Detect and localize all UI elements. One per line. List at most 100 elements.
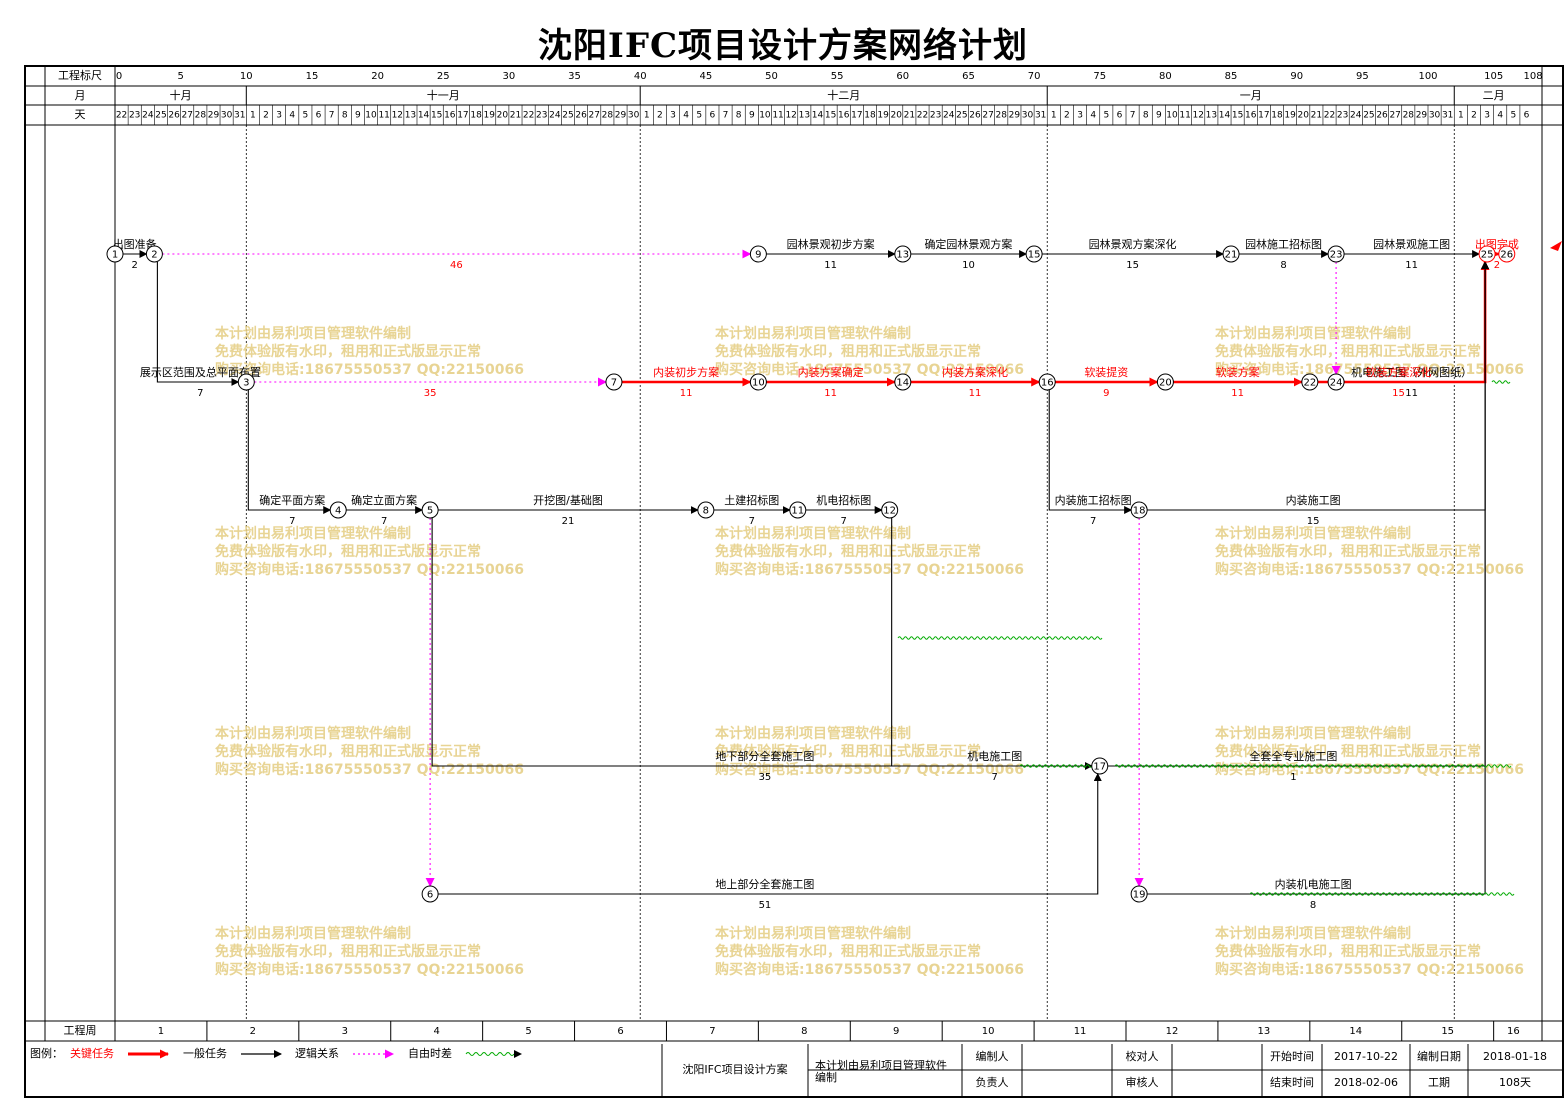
day-cell: 23: [536, 111, 547, 121]
task-arrow-normal: [438, 773, 1102, 895]
event-node-number: 5: [427, 506, 433, 517]
day-cell: 7: [329, 111, 335, 121]
task-label: 全套全专业施工图: [1249, 749, 1337, 763]
watermark-text: 本计划由易利项目管理软件编制: [715, 325, 911, 342]
day-cell: 27: [589, 111, 600, 121]
watermark-text: 购买咨询电话:18675550537 QQ:22150066: [215, 361, 524, 378]
day-cell: 15: [431, 111, 442, 121]
day-cell: 16: [838, 111, 850, 121]
event-node-number: 20: [1159, 378, 1172, 389]
event-node-number: 16: [1041, 378, 1054, 389]
task-duration: 7: [197, 388, 203, 399]
event-node-number: 9: [755, 250, 761, 261]
watermark-text: 免费体验版有水印，租用和正式版显示正常: [1215, 743, 1481, 760]
day-cell: 1: [644, 111, 650, 121]
task-label: 地下部分全套施工图: [715, 749, 814, 763]
day-cell: 25: [155, 111, 166, 121]
scale-tick: 45: [699, 71, 712, 82]
task-label: 园林景观初步方案: [787, 237, 875, 251]
week-cell: 6: [617, 1026, 623, 1037]
task-duration: 2: [1494, 260, 1500, 271]
finish-flag-icon: [1550, 241, 1562, 251]
event-node: [1038, 373, 1056, 391]
task-label: 确定平面方案: [259, 493, 325, 507]
legend-label: 一般任务: [183, 1047, 227, 1060]
day-cell: 5: [1510, 111, 1516, 121]
day-cell: 10: [365, 111, 377, 121]
day-cell: 5: [696, 111, 702, 121]
task-label: 内装施工招标图: [1055, 493, 1132, 507]
event-node: [1130, 885, 1148, 903]
event-node: [1327, 245, 1345, 263]
legend-title: 图例：: [30, 1046, 63, 1060]
watermark-text: 购买咨询电话:18675550537 QQ:22150066: [215, 961, 524, 978]
start-value: 2017-10-22: [1334, 1050, 1398, 1063]
day-cell: 31: [1442, 111, 1453, 121]
month-label: 月: [75, 89, 86, 102]
week-cell: 3: [342, 1026, 348, 1037]
event-node-number: 7: [611, 378, 617, 389]
day-cell: 25: [1363, 111, 1374, 121]
watermark-text: 免费体验版有水印，租用和正式版显示正常: [715, 543, 981, 560]
scale-tick: 10: [240, 71, 253, 82]
day-cell: 27: [181, 111, 192, 121]
day-cell: 29: [208, 111, 220, 121]
day-cell: 11: [378, 111, 389, 121]
scale-tick: 75: [1093, 71, 1106, 82]
task-duration: 11: [969, 388, 982, 399]
event-node: [237, 373, 255, 391]
task-arrow-normal: [247, 390, 332, 514]
week-cell: 2: [250, 1026, 256, 1037]
event-node: [1156, 373, 1174, 391]
day-cell: 26: [969, 111, 981, 121]
scale-tick: 60: [896, 71, 909, 82]
day-cell: 9: [749, 111, 755, 121]
week-cell: 1: [158, 1026, 164, 1037]
event-node: [605, 373, 623, 391]
scale-tick: 25: [437, 71, 450, 82]
task-duration: 7: [1090, 516, 1096, 527]
week-cell: 15: [1441, 1026, 1454, 1037]
watermark-text: 本计划由易利项目管理软件编制: [215, 725, 411, 742]
free-float-line: [897, 636, 1103, 640]
free-float-line: [1114, 764, 1512, 768]
day-cell: 30: [1429, 111, 1441, 121]
day-cell: 6: [1117, 111, 1123, 121]
day-cell: 9: [355, 111, 361, 121]
week-cell: 4: [433, 1026, 439, 1037]
day-cell: 22: [917, 111, 928, 121]
day-cell: 24: [142, 111, 154, 121]
watermark-text: 免费体验版有水印，租用和正式版显示正常: [215, 543, 481, 560]
watermark-text: 购买咨询电话:18675550537 QQ:22150066: [715, 761, 1024, 778]
watermark-text: 免费体验版有水印，租用和正式版显示正常: [715, 743, 981, 760]
task-duration: 11: [680, 388, 693, 399]
free-float-line: [1019, 764, 1099, 768]
week-cell: 11: [1074, 1026, 1087, 1037]
task-label: 机电施工图（外网图纸）: [1351, 365, 1472, 379]
day-cell: 29: [615, 111, 627, 121]
day-cell: 30: [1022, 111, 1034, 121]
project-name: 沈阳IFC项目设计方案: [682, 1062, 787, 1076]
event-node: [106, 245, 124, 263]
day-cell: 10: [1166, 111, 1178, 121]
task-label: 软装方案深化: [1365, 365, 1431, 379]
watermark-text: 本计划由易利项目管理软件编制: [215, 325, 411, 342]
day-cell: 25: [956, 111, 967, 121]
day-cell: 15: [825, 111, 836, 121]
day-cell: 2: [263, 111, 269, 121]
event-node-number: 24: [1330, 378, 1343, 389]
day-cell: 16: [444, 111, 456, 121]
watermark-text: 购买咨询电话:18675550537 QQ:22150066: [1215, 561, 1524, 578]
day-cell: 28: [996, 111, 1008, 121]
event-node: [1091, 757, 1109, 775]
task-duration: 15: [1307, 516, 1320, 527]
task-duration: 7: [749, 516, 755, 527]
watermark-text: 购买咨询电话:18675550537 QQ:22150066: [715, 561, 1024, 578]
watermark-text: 本计划由易利项目管理软件编制: [715, 725, 911, 742]
day-cell: 1: [1458, 111, 1464, 121]
task-label: 地上部分全套施工图: [715, 877, 814, 891]
event-node-number: 2: [151, 250, 157, 261]
event-node-number: 18: [1133, 506, 1146, 517]
day-cell: 27: [982, 111, 993, 121]
day-cell: 3: [1484, 111, 1490, 121]
